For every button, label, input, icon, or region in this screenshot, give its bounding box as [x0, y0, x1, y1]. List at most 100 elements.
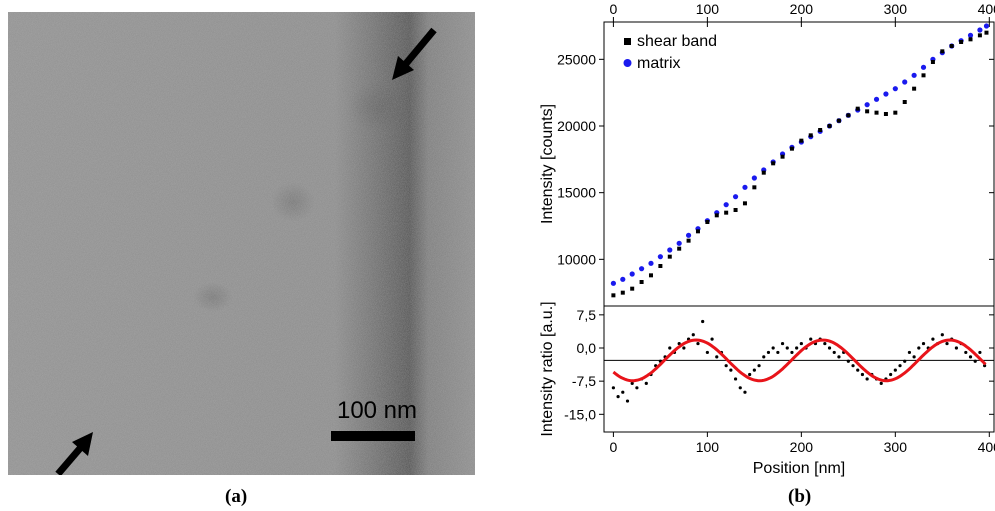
- shear-band-point: [959, 40, 964, 44]
- x-axis-label: Position [nm]: [753, 460, 845, 477]
- shear-band-point: [686, 238, 691, 243]
- ratio-point: [832, 350, 836, 355]
- ratio-point: [907, 350, 912, 355]
- ratio-point: [790, 350, 794, 355]
- matrix-point: [883, 91, 889, 97]
- ratio-point: [945, 341, 949, 346]
- matrix-point: [620, 276, 626, 282]
- ratio-point: [893, 368, 897, 372]
- ratio-point: [954, 346, 959, 350]
- shear-band-point: [977, 33, 982, 38]
- matrix-point: [911, 72, 917, 78]
- shear-band-point: [893, 110, 898, 115]
- ratio-point: [903, 359, 907, 363]
- y-tick-label-top: 15000: [557, 185, 596, 201]
- micrograph-grain: [8, 12, 475, 475]
- shear-band-point: [836, 118, 841, 123]
- ratio-point: [940, 333, 944, 337]
- y-tick-label-bottom: 7,5: [577, 307, 597, 323]
- matrix-point: [742, 184, 748, 190]
- ratio-point: [733, 377, 738, 381]
- shear-band-point: [724, 210, 729, 215]
- ratio-point: [625, 399, 630, 403]
- shear-band-point: [648, 273, 653, 278]
- ratio-point: [691, 333, 695, 337]
- shear-band-point: [808, 133, 813, 138]
- shear-band-point: [921, 73, 926, 78]
- y-axis-label-bottom: Intensity ratio [a.u.]: [539, 301, 556, 436]
- shear-band-point: [912, 86, 917, 91]
- scale-bar: [331, 431, 415, 441]
- scale-bar-label: 100 nm: [337, 397, 417, 424]
- y-axis-label-top: Intensity [counts]: [539, 104, 556, 224]
- matrix-point: [676, 240, 682, 246]
- shear-band-point: [789, 146, 794, 151]
- x-tick-label-bottom: 200: [790, 439, 814, 455]
- legend-marker-shear-band: [624, 38, 631, 45]
- matrix-point: [667, 247, 673, 253]
- arrow-icon: [55, 432, 93, 475]
- shear-band-point: [902, 100, 907, 104]
- shear-band-point: [846, 113, 851, 118]
- ratio-point: [771, 346, 775, 350]
- shear-band-point: [771, 161, 776, 166]
- matrix-point: [638, 266, 645, 272]
- matrix-point: [983, 23, 990, 29]
- ratio-point: [748, 372, 752, 377]
- shear-band-point: [865, 109, 870, 114]
- ratio-point: [795, 346, 799, 350]
- ratio-point: [757, 364, 761, 368]
- shear-band-point: [611, 293, 616, 298]
- shear-band-point: [752, 185, 757, 190]
- matrix-point: [629, 271, 635, 277]
- matrix-point: [648, 260, 654, 266]
- matrix-point: [892, 86, 898, 92]
- ratio-point: [738, 386, 742, 390]
- ratio-point: [837, 355, 841, 359]
- shear-band-point: [761, 170, 766, 175]
- sine-fit-curve: [612, 338, 987, 383]
- ratio-point: [856, 368, 860, 372]
- matrix-point: [977, 27, 983, 33]
- y-tick-label-top: 10000: [557, 251, 596, 267]
- ratio-point: [766, 350, 771, 355]
- ratio-point: [912, 355, 916, 359]
- ratio-point: [898, 364, 902, 368]
- shear-band-point: [968, 37, 973, 42]
- x-tick-label-top: 400: [978, 1, 995, 17]
- ratio-point: [968, 355, 973, 359]
- ratio-point: [724, 364, 728, 368]
- shear-band-point: [799, 138, 804, 143]
- shear-band-point: [667, 254, 672, 259]
- shear-band-point: [733, 208, 738, 212]
- ratio-point: [635, 386, 639, 390]
- matrix-point: [732, 194, 739, 200]
- ratio-point: [668, 346, 672, 350]
- x-tick-label-top: 300: [884, 1, 908, 17]
- ratio-point: [752, 368, 756, 372]
- x-tick-label-bottom: 400: [978, 439, 995, 455]
- matrix-point: [657, 254, 663, 260]
- x-tick-label-bottom: 300: [884, 439, 908, 455]
- intensity-plot: 0 100 200 300 400 10000 15000 20000 25000 shear …: [539, 1, 995, 307]
- x-tick-label-bottom: 100: [696, 439, 720, 455]
- ratio-point: [851, 364, 855, 368]
- shear-band-point: [940, 49, 945, 54]
- matrix-point: [685, 232, 692, 238]
- panel-b-label: (b): [788, 486, 812, 507]
- matrix-point: [723, 202, 729, 208]
- x-tick-label-bottom: 0: [609, 439, 617, 455]
- ratio-point: [729, 368, 733, 372]
- shear-band-point: [620, 290, 625, 295]
- ratio-point: [715, 355, 719, 359]
- shear-band-point: [827, 124, 832, 128]
- ratio-point: [860, 372, 865, 377]
- ratio-point: [931, 337, 935, 341]
- y-tick-label-top: 25000: [557, 51, 596, 67]
- ratio-point: [823, 341, 827, 346]
- panel-a-label: (a): [225, 486, 248, 507]
- shear-band-point: [630, 286, 635, 291]
- x-tick-label-top: 100: [696, 1, 720, 17]
- ratio-point: [978, 350, 982, 355]
- matrix-point: [751, 175, 757, 181]
